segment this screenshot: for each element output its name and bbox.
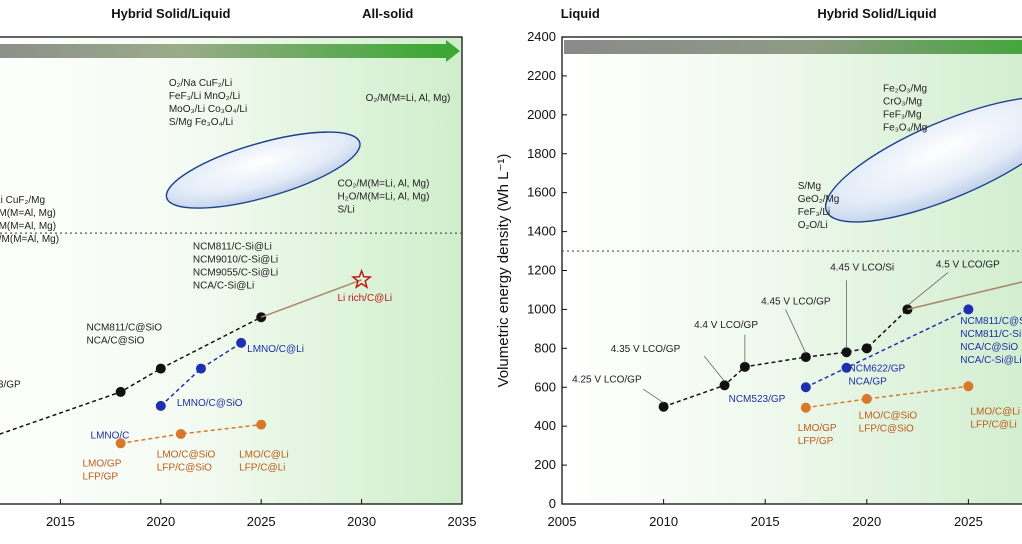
annotation-label: 4.45 V LCO/Si: [830, 263, 894, 274]
x-tick-label: 2020: [852, 514, 881, 529]
series-line: [260, 279, 362, 318]
annotation-label: LMNO/C@SiO: [177, 398, 243, 409]
era-header: Hybrid Solid/Liquid: [111, 6, 230, 21]
y-tick-label: 200: [534, 457, 556, 472]
pointer-line: [703, 355, 725, 382]
annotation-label: FeS₂/Li CuF₂/MgMnO₂/M(M=Al, Mg)MoO₃/M(M=…: [0, 195, 59, 245]
series-line: [120, 423, 262, 445]
plot-area: [0, 36, 463, 505]
annotation-label: LMNO/C: [91, 431, 130, 442]
data-point: [841, 362, 852, 373]
era-arrow-head: [446, 40, 460, 62]
x-tick-label: 2005: [548, 514, 577, 529]
data-point: [739, 361, 750, 372]
data-point: [175, 428, 186, 439]
x-tick-label: 2010: [649, 514, 678, 529]
annotation-label: NCM811/C@SiO NCA/C@SiO: [87, 322, 163, 346]
x-tick-label: 2025: [247, 514, 276, 529]
annotation-label: 4.5 V LCO/GP: [936, 260, 1000, 271]
region-ellipse: [165, 131, 361, 209]
y-tick-label: 1600: [527, 185, 556, 200]
data-point: [115, 386, 126, 397]
data-point: [800, 382, 811, 393]
x-tick-label: 2015: [46, 514, 75, 529]
annotation-label: LMO/C@SiO LFP/C@SiO: [859, 410, 918, 434]
y-tick-label: 1400: [527, 224, 556, 239]
y-tick-label: 800: [534, 340, 556, 355]
annotation-label: LMO/C@Li LFP/C@Li: [239, 449, 289, 473]
annotation-label: LMNO/C@Li: [247, 344, 304, 355]
era-arrow-bar: [564, 40, 1022, 54]
annotation-label: Li rich/C@Li: [338, 293, 393, 304]
plot-area: [561, 36, 1022, 505]
annotation-label: NCM811/C-Si@Li NCM9010/C-Si@Li NCM9055/C-S…: [193, 241, 278, 291]
data-point: [236, 337, 247, 348]
data-point: [841, 347, 852, 358]
y-tick-label: 2000: [527, 107, 556, 122]
y-tick-label: 2400: [527, 29, 556, 44]
y-tick-label: 600: [534, 379, 556, 394]
y-tick-label: 2200: [527, 68, 556, 83]
data-point: [800, 352, 811, 363]
y-tick-label: 1200: [527, 263, 556, 278]
y-tick-label: 1800: [527, 146, 556, 161]
series-line: [805, 385, 969, 409]
pointer-line: [785, 309, 807, 354]
annotation-label: 4.25 V LCO/GP: [572, 374, 642, 385]
y-tick-label: 0: [549, 496, 556, 511]
annotation-label: Fe₂O₃/Mg CrO₃/Mg FeF₃/Mg Fe₃O₄/Mg: [883, 83, 927, 133]
annotation-label: LMO/C@SiO LFP/C@SiO: [157, 449, 216, 473]
data-point: [963, 381, 974, 392]
annotation-label: O₂/Na CuF₂/Li FeF₃/Li MnO₂/Li MoO₃/Li Co₃O…: [169, 78, 247, 128]
annotation-label: NCM622/GP NCA/GP: [849, 364, 906, 388]
annotation-label: LMO/C@Li LFP/C@Li: [970, 406, 1020, 430]
series-line: [907, 281, 1022, 311]
data-point: [963, 304, 974, 315]
annotation-label: 4.45 V LCO/GP: [761, 297, 831, 308]
data-point: [719, 380, 730, 391]
series-line: [0, 316, 262, 435]
right-chart-panel: Liquid Hybrid Solid/Liquid 2005 2010 2015 202…: [495, 6, 1022, 529]
data-point: [155, 400, 166, 411]
left-chart-panel: Hybrid Solid/Liquid All-solid 2015 2020 2025…: [0, 6, 476, 529]
annotation-label: CO₂/M(M=Li, Al, Mg) H₂O/M(M=Li, Al, Mg) S/…: [338, 178, 430, 215]
annotation-label: NCM523/GP: [729, 394, 786, 405]
data-point: [800, 402, 811, 413]
y-tick-label: 400: [534, 418, 556, 433]
era-arrow-bar: [0, 44, 446, 58]
data-point: [861, 393, 872, 404]
series-line: [160, 342, 242, 407]
annotation-label: LMO/GP LFP/GP: [82, 459, 121, 483]
era-header: Liquid: [561, 6, 600, 21]
annotation-label: 4.35 V LCO/GP: [611, 344, 681, 355]
x-tick-label: 2015: [751, 514, 780, 529]
era-header: All-solid: [362, 6, 413, 21]
data-point: [115, 438, 126, 449]
star-marker: [351, 268, 373, 289]
annotation-label: NCM523/GP: [0, 379, 21, 390]
era-header: Hybrid Solid/Liquid: [817, 6, 936, 21]
data-point: [658, 401, 669, 412]
annotation-label: 4.4 V LCO/GP: [694, 320, 758, 331]
data-point: [195, 363, 206, 374]
annotation-label: O₂/M(M=Li, Al, Mg): [366, 93, 451, 104]
pointer-line: [907, 272, 949, 306]
y-axis-label: Volumetric energy density (Wh L⁻¹): [495, 154, 512, 388]
data-point: [155, 363, 166, 374]
annotation-label: NCM811/C@SiONCM811/C-Si@LiNCA/C@SiONCA/C…: [960, 316, 1022, 366]
region-ellipse: [824, 96, 1022, 223]
annotation-label: S/Mg GeO₂/Mg FeF₃/Li O₂O/Li: [798, 181, 840, 231]
x-tick-label: 2020: [146, 514, 175, 529]
y-tick-label: 1000: [527, 301, 556, 316]
x-tick-label: 2030: [347, 514, 376, 529]
x-tick-label: 2035: [448, 514, 477, 529]
x-tick-label: 2025: [954, 514, 983, 529]
annotation-label: LMO/GP LFP/GP: [798, 423, 837, 447]
pointer-line: [643, 388, 664, 404]
data-point: [861, 343, 872, 354]
data-point: [256, 419, 267, 430]
